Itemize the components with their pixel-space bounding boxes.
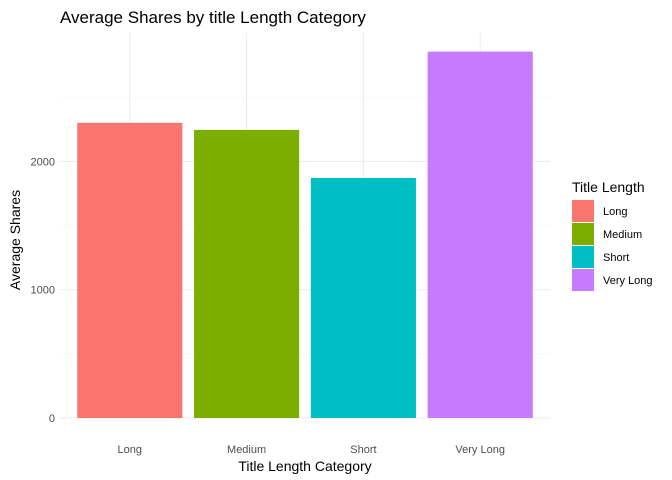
y-tick-label: 1000 (31, 285, 55, 297)
x-tick-label: Medium (227, 444, 266, 456)
legend-title: Title Length (572, 179, 645, 195)
legend-label: Long (603, 206, 627, 218)
legend-key (572, 223, 594, 245)
legend-label: Short (603, 252, 629, 264)
bar-medium (194, 129, 300, 418)
bars (77, 51, 533, 418)
legend-key (572, 200, 594, 222)
x-axis-title: Title Length Category (238, 458, 371, 474)
legend-items: Long Medium Short Very Long (572, 200, 653, 291)
plot-area (60, 33, 550, 419)
y-axis-title: Average Shares (7, 190, 23, 290)
bar-very-long (427, 51, 533, 418)
legend-label: Very Long (603, 275, 653, 287)
legend-key (572, 269, 594, 291)
chart-title: Average Shares by title Length Category (60, 8, 366, 27)
y-axis-ticks: 0 1000 2000 (31, 156, 55, 425)
bar-long (77, 122, 183, 418)
x-tick-label: Very Long (455, 444, 505, 456)
bar-short (310, 178, 416, 418)
legend-key (572, 246, 594, 268)
legend-label: Medium (603, 229, 642, 241)
x-axis-ticks: Long Medium Short Very Long (118, 444, 505, 456)
x-tick-label: Short (350, 444, 376, 456)
x-tick-label: Long (118, 444, 142, 456)
y-tick-label: 2000 (31, 156, 55, 168)
legend: Title Length Long Medium Short Very Long (572, 179, 653, 291)
y-tick-label: 0 (49, 413, 55, 425)
